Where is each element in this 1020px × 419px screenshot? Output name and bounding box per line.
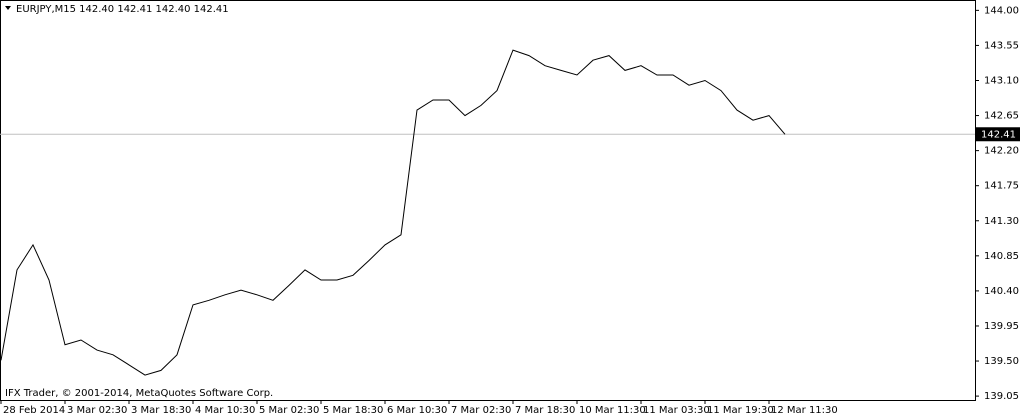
y-tick-label: 141.75 bbox=[984, 181, 1019, 192]
x-tick-label: 10 Mar 11:30 bbox=[579, 405, 646, 416]
copyright: IFX Trader, © 2001-2014, MetaQuotes Soft… bbox=[5, 388, 273, 399]
y-tick-label: 140.85 bbox=[984, 251, 1019, 262]
y-tick-label: 143.10 bbox=[984, 75, 1019, 86]
collapse-icon bbox=[5, 6, 11, 10]
x-tick-label: 3 Mar 02:30 bbox=[67, 405, 127, 416]
x-tick-label: 3 Mar 18:30 bbox=[131, 405, 191, 416]
y-tick-label: 139.05 bbox=[984, 391, 1019, 402]
y-tick-label: 140.40 bbox=[984, 286, 1019, 297]
price-line bbox=[0, 49, 786, 376]
y-tick-label: 141.30 bbox=[984, 216, 1019, 227]
x-tick-label: 7 Mar 02:30 bbox=[451, 405, 511, 416]
x-tick-label: 5 Mar 18:30 bbox=[323, 405, 383, 416]
y-tick-label: 139.95 bbox=[984, 321, 1019, 332]
y-tick-label: 142.20 bbox=[984, 146, 1019, 157]
x-tick-label: 12 Mar 11:30 bbox=[771, 405, 838, 416]
plot-frame bbox=[0, 0, 976, 401]
y-tick-label: 142.65 bbox=[984, 111, 1019, 122]
x-tick-label: 7 Mar 18:30 bbox=[515, 405, 575, 416]
y-tick-label: 139.50 bbox=[984, 356, 1019, 367]
x-tick-label: 28 Feb 2014 bbox=[3, 405, 65, 416]
y-tick-label: 143.55 bbox=[984, 40, 1019, 51]
x-tick-label: 6 Mar 10:30 bbox=[387, 405, 447, 416]
x-tick-label: 11 Mar 03:30 bbox=[643, 405, 710, 416]
x-tick-label: 4 Mar 10:30 bbox=[195, 405, 255, 416]
x-tick-label: 11 Mar 19:30 bbox=[707, 405, 774, 416]
y-tick-label: 144.00 bbox=[984, 5, 1019, 16]
x-tick-label: 5 Mar 02:30 bbox=[259, 405, 319, 416]
current-price-box bbox=[976, 127, 1020, 142]
chart-title: EURJPY,M15 142.40 142.41 142.40 142.41 bbox=[16, 4, 229, 15]
current-price-label: 142.41 bbox=[981, 129, 1016, 140]
